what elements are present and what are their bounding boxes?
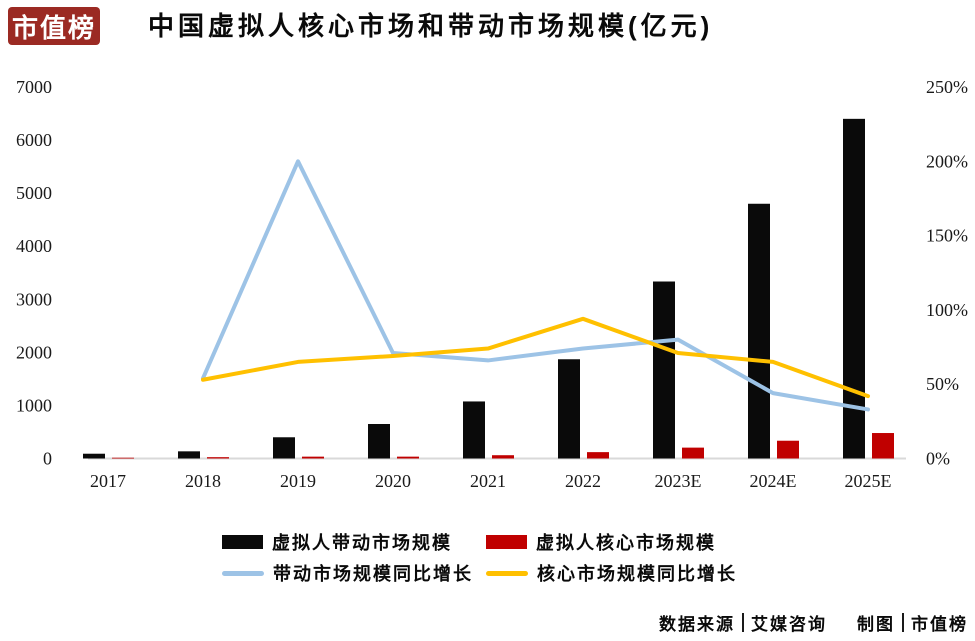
brand-logo-text: 市值榜 xyxy=(11,12,96,43)
source-label: 数据来源 xyxy=(659,615,735,634)
brand-logo: 市值榜 xyxy=(8,7,100,45)
y-axis-tick-left: 0 xyxy=(43,449,52,469)
bar-driven-market xyxy=(748,203,770,459)
chart-legend: 虚拟人带动市场规模 虚拟人核心市场规模 带动市场规模同比增长 核心市场规模同比增… xyxy=(222,531,737,584)
bar-driven-market xyxy=(653,281,675,459)
legend-item-core-market: 虚拟人核心市场规模 xyxy=(486,531,737,553)
credit-label: 制图 xyxy=(857,615,895,634)
legend-swatch-core-market xyxy=(486,535,527,549)
x-axis-label: 2025E xyxy=(845,471,892,491)
y-axis-tick-right: 250% xyxy=(926,77,968,97)
bar-core-market xyxy=(112,457,134,459)
bar-driven-market xyxy=(558,359,580,459)
bar-core-market xyxy=(492,455,514,459)
y-axis-tick-left: 7000 xyxy=(16,77,52,97)
bar-driven-market xyxy=(463,401,485,459)
x-axis-label: 2021 xyxy=(470,471,506,491)
x-axis-label: 2024E xyxy=(750,471,797,491)
bar-driven-market xyxy=(368,424,390,459)
legend-label-core-market: 虚拟人核心市场规模 xyxy=(536,533,716,553)
line-driven-growth xyxy=(201,159,870,412)
x-axis-label: 2020 xyxy=(375,471,411,491)
source-value: 艾媒咨询 xyxy=(751,615,827,634)
line-core-growth xyxy=(201,316,870,399)
legend-swatch-driven-growth xyxy=(222,570,264,576)
legend-label-driven-growth: 带动市场规模同比增长 xyxy=(273,564,473,584)
bar-driven-market xyxy=(273,437,295,459)
divider xyxy=(742,613,744,632)
x-axis-label: 2022 xyxy=(565,471,601,491)
y-axis-tick-left: 5000 xyxy=(16,183,52,203)
bar-driven-market xyxy=(843,118,865,459)
legend-label-driven-market: 虚拟人带动市场规模 xyxy=(272,533,452,553)
legend-swatch-driven-market xyxy=(222,535,263,549)
legend-item-core-growth: 核心市场规模同比增长 xyxy=(486,562,737,584)
bar-driven-market xyxy=(178,451,200,459)
bar-core-market xyxy=(682,447,704,459)
legend-item-driven-market: 虚拟人带动市场规模 xyxy=(222,531,486,553)
y-axis-tick-left: 4000 xyxy=(16,236,52,256)
bar-core-market xyxy=(302,456,324,459)
bar-driven-market xyxy=(83,453,105,459)
y-axis-tick-right: 50% xyxy=(926,374,959,394)
y-axis-tick-left: 6000 xyxy=(16,130,52,150)
legend-swatch-core-growth xyxy=(486,570,528,576)
x-axis-label: 2018 xyxy=(185,471,221,491)
y-axis-tick-left: 3000 xyxy=(16,289,52,309)
y-axis-tick-left: 2000 xyxy=(16,342,52,362)
y-axis-tick-left: 1000 xyxy=(16,395,52,415)
legend-item-driven-growth: 带动市场规模同比增长 xyxy=(222,562,486,584)
y-axis-tick-right: 200% xyxy=(926,151,968,171)
y-axis-tick-right: 150% xyxy=(926,226,968,246)
divider xyxy=(902,613,904,632)
data-source-credit: 数据来源 艾媒咨询 制图 市值榜 xyxy=(659,610,968,635)
x-axis-label: 2019 xyxy=(280,471,316,491)
chart-plot-area: 0 1000 2000 3000 4000 5000 6000 7000 0% 50% 100% 15… xyxy=(16,77,968,491)
legend-label-core-growth: 核心市场规模同比增长 xyxy=(537,564,737,584)
bar-core-market xyxy=(207,457,229,459)
bar-core-market xyxy=(397,456,419,459)
bar-core-market xyxy=(587,452,609,459)
credit-value: 市值榜 xyxy=(911,615,968,634)
chart-title: 中国虚拟人核心市场和带动市场规模(亿元) xyxy=(148,11,714,41)
y-axis-tick-right: 100% xyxy=(926,300,968,320)
x-axis-label: 2017 xyxy=(90,471,126,491)
x-axis-label: 2023E xyxy=(655,471,702,491)
y-axis-tick-right: 0% xyxy=(926,449,950,469)
bar-core-market xyxy=(872,433,894,459)
bar-core-market xyxy=(777,440,799,459)
